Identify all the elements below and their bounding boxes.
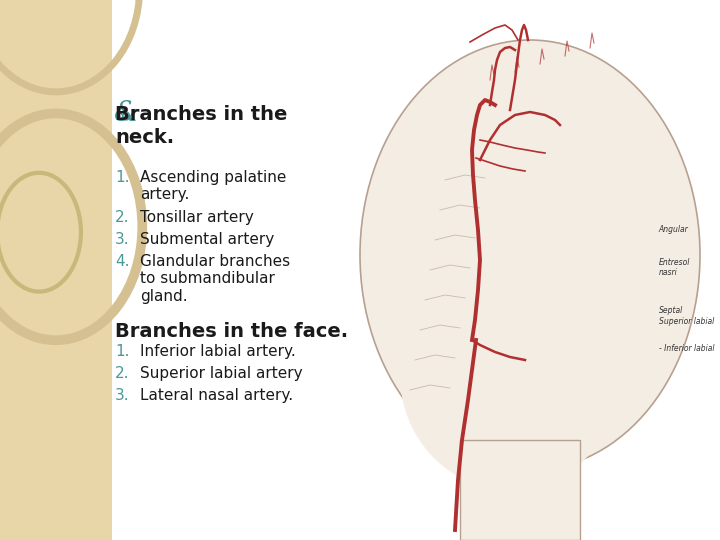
Text: Septal
Superior labial: Septal Superior labial — [659, 306, 714, 326]
Bar — [460, 440, 580, 540]
Text: Submental artery: Submental artery — [140, 232, 274, 247]
Text: &: & — [114, 100, 138, 127]
Ellipse shape — [360, 40, 700, 470]
Text: 2.: 2. — [115, 366, 130, 381]
Text: Glandular branches
to submandibular
gland.: Glandular branches to submandibular glan… — [140, 254, 290, 304]
Text: Tonsillar artery: Tonsillar artery — [140, 210, 253, 225]
Text: 1.: 1. — [115, 170, 130, 185]
Text: Inferior labial artery.: Inferior labial artery. — [140, 344, 296, 359]
Text: Lateral nasal artery.: Lateral nasal artery. — [140, 388, 293, 403]
Text: 1.: 1. — [115, 344, 130, 359]
Text: 2.: 2. — [115, 210, 130, 225]
Text: Angular: Angular — [659, 225, 688, 234]
Text: Superior labial artery: Superior labial artery — [140, 366, 302, 381]
Text: - Inferior labial: - Inferior labial — [659, 344, 714, 353]
Text: 3.: 3. — [115, 232, 130, 247]
Text: Branches in the face.: Branches in the face. — [115, 322, 348, 341]
Text: Branches in the
neck.: Branches in the neck. — [115, 105, 287, 147]
Text: 4.: 4. — [115, 254, 130, 269]
Text: Entresol
nasri: Entresol nasri — [659, 258, 690, 277]
Text: 3.: 3. — [115, 388, 130, 403]
Ellipse shape — [400, 260, 620, 490]
Bar — [0, 0, 112, 540]
Text: ∞: ∞ — [112, 104, 132, 128]
Text: Ascending palatine
artery.: Ascending palatine artery. — [140, 170, 287, 202]
